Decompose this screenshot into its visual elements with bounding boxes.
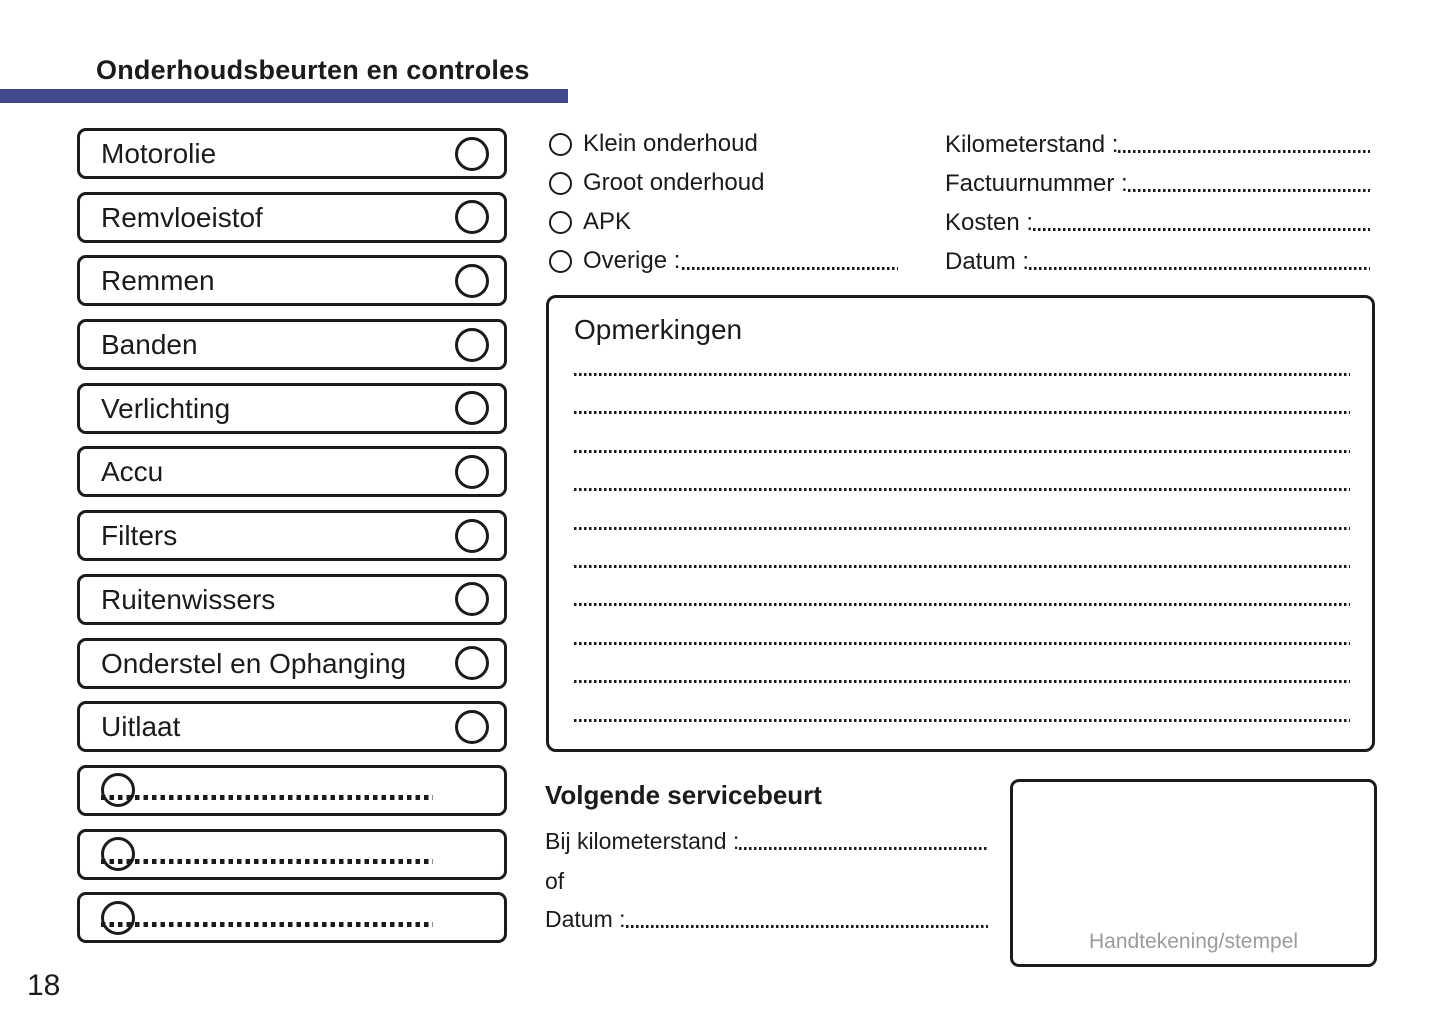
checkbox-circle-icon [455,709,489,744]
remarks-writing-lines [574,373,1350,757]
checklist-item-label: Uitlaat [101,711,181,743]
writing-line [574,641,1350,645]
checkbox-circle-icon [455,391,489,426]
fill-line [1033,228,1370,231]
checklist-item-label: Accu [101,456,164,488]
field-kilometerstand: Kilometerstand : [945,131,1370,158]
checklist-item-remmen: Remmen [77,255,507,307]
checklist-item-label: Onderstel en Ophanging [101,647,407,679]
checklist-item-label: Banden [101,329,198,361]
option-overige: Overige : [549,247,899,274]
signature-label: Handtekening/stempel [1089,930,1298,953]
fill-line [1118,150,1370,153]
field-kosten: Kosten : [945,209,1370,236]
writing-line [574,449,1350,453]
writing-line [574,526,1350,530]
next-service-title: Volgende servicebeurt [545,780,822,810]
or-label: of [545,868,565,894]
next-service-km-row: Bij kilometerstand : [545,828,988,854]
writing-line [574,411,1350,415]
writing-line [574,564,1350,568]
maintenance-checklist: Motorolie Remvloeistof Remmen Banden Ver… [77,128,507,956]
field-datum: Datum : [945,248,1370,275]
checklist-item-ruitenwissers: Ruitenwissers [77,573,507,625]
service-detail-fields: Kilometerstand : Factuurnummer : Kosten … [945,131,1370,287]
checklist-item-label: Remmen [101,265,215,297]
checklist-item-label: Verlichting [101,392,231,424]
field-label: Factuurnummer : [945,170,1128,197]
checkbox-circle-icon [455,200,489,235]
option-klein-onderhoud: Klein onderhoud [549,130,898,157]
writing-line [574,718,1350,722]
checklist-item-verlichting: Verlichting [77,382,507,434]
page-title: Onderhoudsbeurten en controles [96,55,530,85]
writing-line [574,488,1350,492]
checklist-item-motorolie: Motorolie [77,128,507,179]
checklist-item-remvloeistof: Remvloeistof [77,191,507,243]
field-label: Datum : [945,248,1030,275]
fill-line [1127,189,1370,192]
radio-circle-icon [549,249,572,273]
checklist-item-banden: Banden [77,319,507,371]
checklist-item-blank-2 [77,828,507,880]
checkbox-circle-icon [101,837,135,872]
fill-line [1029,267,1370,270]
checklist-item-accu: Accu [77,446,507,498]
remarks-box: Opmerkingen [546,295,1375,752]
writing-line [574,603,1350,607]
checkbox-circle-icon [455,646,489,680]
checkbox-circle-icon [101,773,135,808]
checklist-item-label: Filters [101,520,178,552]
checkbox-circle-icon [455,518,489,553]
radio-circle-icon [549,210,572,234]
next-service-section: Volgende servicebeurt Bij kilometerstand… [545,780,988,932]
writing-line [574,680,1350,684]
checklist-item-blank-3 [77,892,507,944]
option-label: APK [583,208,632,235]
checklist-item-blank-1 [77,764,507,816]
title-underline-bar [0,89,568,103]
next-service-date-row: Datum : [545,906,988,932]
checklist-item-uitlaat: Uitlaat [77,701,507,753]
km-label: Bij kilometerstand : [545,828,740,854]
checkbox-circle-icon [455,327,489,362]
radio-circle-icon [549,132,572,156]
checkbox-circle-icon [455,454,489,489]
remarks-title: Opmerkingen [574,314,743,345]
radio-circle-icon [549,171,572,195]
option-apk: APK [549,208,898,235]
checkbox-circle-icon [455,136,489,171]
checkbox-circle-icon [101,900,135,935]
option-label: Overige : [583,247,681,274]
checklist-item-label: Motorolie [101,138,217,169]
checklist-item-label: Ruitenwissers [101,583,276,615]
checkbox-circle-icon [455,263,489,298]
page-number: 18 [27,969,61,1002]
blank-dotted-label [101,858,433,864]
checklist-item-filters: Filters [77,510,507,562]
option-groot-onderhoud: Groot onderhoud [549,169,898,196]
field-factuurnummer: Factuurnummer : [945,170,1370,197]
date-label: Datum : [545,906,626,932]
field-label: Kilometerstand : [945,131,1119,158]
blank-dotted-label [101,922,433,928]
writing-line [574,373,1350,376]
checklist-item-label: Remvloeistof [101,201,263,233]
fill-line [739,847,988,850]
blank-dotted-label [101,794,433,800]
field-label: Kosten : [945,209,1034,236]
checkbox-circle-icon [455,582,489,617]
checklist-item-onderstel-en-ophanging: Onderstel en Ophanging [77,637,507,689]
option-label: Groot onderhoud [583,169,765,196]
service-type-options: Klein onderhoud Groot onderhoud APK Over… [549,130,899,287]
overige-fill-line [682,267,899,270]
signature-box: Handtekening/stempel [1010,779,1377,967]
fill-line [625,925,988,928]
option-label: Klein onderhoud [583,130,758,157]
